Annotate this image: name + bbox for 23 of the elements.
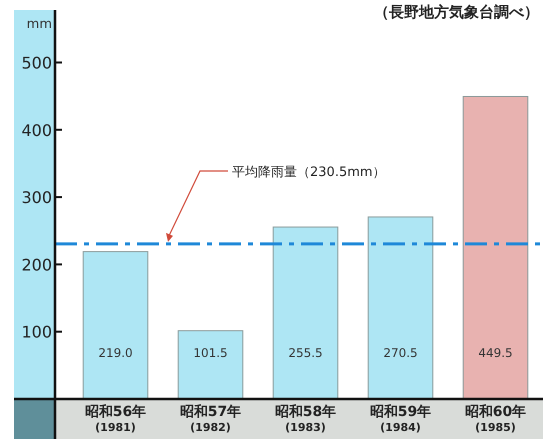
y-tick-label: 500	[21, 53, 52, 72]
x-tick-label: 昭和59年 (1984)	[370, 404, 432, 434]
annotation: （長野地方気象台調べ）	[374, 3, 539, 21]
bar	[178, 330, 244, 400]
data-label: 101.5	[193, 346, 228, 360]
y-tick-label: 400	[21, 120, 52, 140]
bar	[462, 96, 528, 400]
bar	[272, 226, 338, 400]
y-tick-label: 100	[21, 322, 52, 342]
y-axis-title: mm	[26, 17, 52, 32]
ref-line-label: 平均降雨量（230.5mm）	[232, 165, 386, 180]
bar	[368, 216, 434, 400]
data-label: 270.5	[383, 346, 418, 360]
data-label: 219.0	[98, 346, 133, 360]
x-tick-label: 昭和58年 (1983)	[274, 404, 336, 434]
data-label: 449.5	[478, 346, 513, 360]
bar	[82, 251, 148, 400]
y-tick-label: 300	[21, 188, 52, 208]
y-tick-label: 200	[21, 255, 52, 274]
x-tick-label: 昭和60年 (1985)	[464, 404, 526, 434]
x-tick-label: 昭和56年 (1981)	[84, 404, 146, 434]
x-tick-label: 昭和57年 (1982)	[180, 404, 242, 434]
data-label: 255.5	[288, 346, 323, 360]
